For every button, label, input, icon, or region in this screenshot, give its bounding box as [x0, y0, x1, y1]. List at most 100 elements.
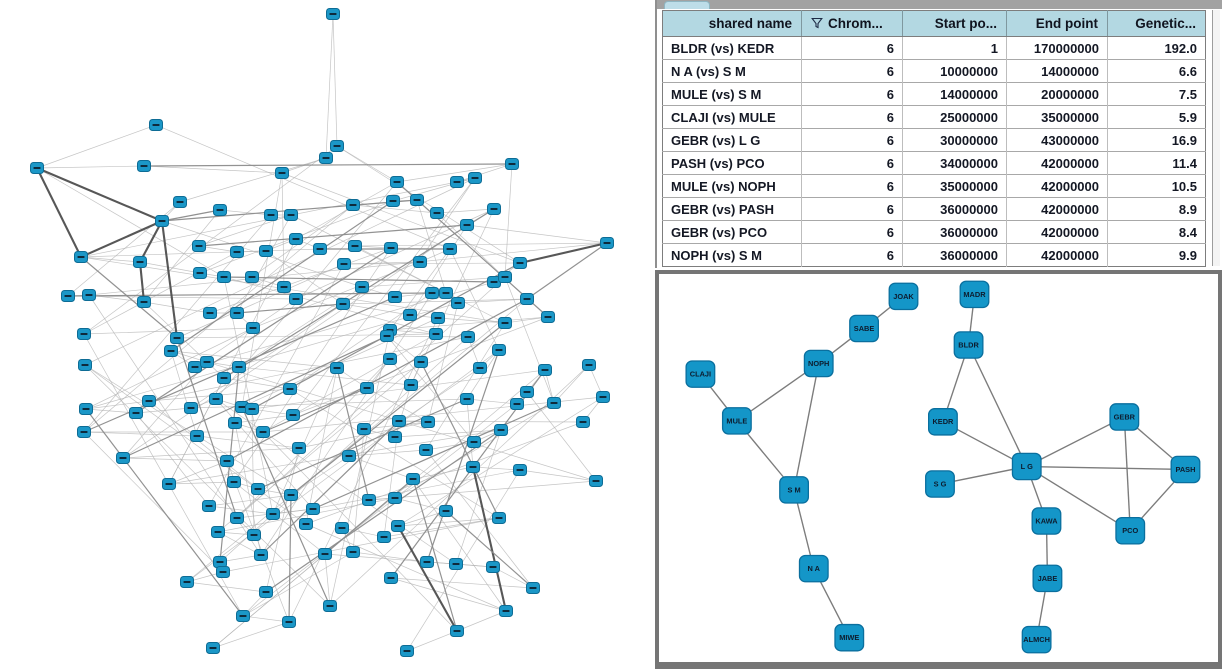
table-cell[interactable]: 30000000 — [902, 128, 1007, 152]
column-header-end-point[interactable]: End point — [1006, 10, 1108, 37]
table-cell[interactable]: 42000000 — [1006, 197, 1108, 221]
network-edge — [122, 447, 300, 459]
network-edge — [437, 317, 506, 324]
filter-funnel-icon[interactable] — [811, 17, 823, 29]
table-cell[interactable]: 6.6 — [1107, 59, 1206, 83]
table-row[interactable]: MULE (vs) S M 6 14000000 20000000 7.5 — [662, 82, 1206, 106]
table-cell[interactable]: 6 — [801, 82, 903, 106]
table-cell[interactable]: 36000000 — [902, 197, 1007, 221]
table-cell[interactable]: 8.9 — [1107, 197, 1206, 221]
network-edge — [257, 398, 468, 490]
table-cell[interactable]: 1 — [902, 36, 1007, 60]
network-node-gebr[interactable]: GEBR — [1109, 403, 1140, 431]
table-cell[interactable]: 20000000 — [1006, 82, 1108, 106]
table-cell[interactable]: 5.9 — [1107, 105, 1206, 129]
network-node-kawa[interactable]: KAWA — [1031, 507, 1062, 535]
table-cell[interactable]: 192.0 — [1107, 36, 1206, 60]
table-cell[interactable]: 6 — [801, 128, 903, 152]
network-edge — [427, 302, 459, 423]
table-row[interactable]: PASH (vs) PCO 6 34000000 42000000 11.4 — [662, 151, 1206, 175]
column-header-chromosome[interactable]: Chrom... — [801, 10, 903, 37]
network-node-s-g[interactable]: S G — [925, 470, 955, 498]
network-node-pco[interactable]: PCO — [1115, 516, 1146, 545]
table-cell[interactable]: 35000000 — [1006, 105, 1108, 129]
network-node-bldr[interactable]: BLDR — [953, 331, 984, 359]
network-edge — [168, 238, 297, 485]
table-cell[interactable]: 6 — [801, 105, 903, 129]
network-edge — [251, 369, 546, 410]
network-node-s-m[interactable]: S M — [779, 476, 810, 504]
panel-tab[interactable] — [664, 1, 710, 9]
table-cell[interactable]: 6 — [801, 36, 903, 60]
table-row[interactable]: MULE (vs) NOPH 6 35000000 42000000 10.5 — [662, 174, 1206, 198]
column-header-start-position[interactable]: Start po... — [902, 10, 1007, 37]
table-cell[interactable]: 42000000 — [1006, 243, 1108, 267]
table-cell[interactable]: 6 — [801, 174, 903, 198]
table-row[interactable]: NOPH (vs) S M 6 36000000 42000000 9.9 — [662, 243, 1206, 267]
node-label-smudge — [219, 571, 227, 573]
table-cell[interactable]: 16.9 — [1107, 128, 1206, 152]
table-cell[interactable]: PASH (vs) PCO — [662, 151, 802, 175]
table-row[interactable]: BLDR (vs) KEDR 6 1 170000000 192.0 — [662, 36, 1206, 60]
table-cell[interactable]: 6 — [801, 220, 903, 244]
table-cell[interactable]: 6 — [801, 197, 903, 221]
network-edge — [143, 209, 221, 303]
table-row[interactable]: N A (vs) S M 6 10000000 14000000 6.6 — [662, 59, 1206, 83]
table-cell[interactable]: 36000000 — [902, 243, 1007, 267]
node-label-smudge — [417, 361, 425, 363]
table-row[interactable]: GEBR (vs) PASH 6 36000000 42000000 8.9 — [662, 197, 1206, 221]
table-cell[interactable]: 14000000 — [902, 82, 1007, 106]
table-cell[interactable]: 25000000 — [902, 105, 1007, 129]
table-cell[interactable]: NOPH (vs) S M — [662, 243, 802, 267]
table-cell[interactable]: 170000000 — [1006, 36, 1108, 60]
network-node-mule[interactable]: MULE — [721, 407, 752, 435]
table-cell[interactable]: 42000000 — [1006, 174, 1108, 198]
table-cell[interactable]: CLAJI (vs) MULE — [662, 105, 802, 129]
table-scrollbar-track[interactable] — [1212, 10, 1220, 266]
table-cell[interactable]: GEBR (vs) L G — [662, 128, 802, 152]
table-cell[interactable]: 6 — [801, 151, 903, 175]
table-cell[interactable]: N A (vs) S M — [662, 59, 802, 83]
table-cell[interactable]: 42000000 — [1006, 220, 1108, 244]
node-label-smudge — [302, 523, 310, 525]
network-node-jabe[interactable]: JABE — [1032, 564, 1063, 593]
network-node-joak[interactable]: JOAK — [888, 282, 919, 311]
network-node-n-a[interactable]: N A — [798, 554, 829, 583]
table-cell[interactable]: MULE (vs) S M — [662, 82, 802, 106]
table-cell[interactable]: 14000000 — [1006, 59, 1108, 83]
table-cell[interactable]: 9.9 — [1107, 243, 1206, 267]
column-header-genetic[interactable]: Genetic... — [1107, 10, 1206, 37]
table-cell[interactable]: GEBR (vs) PCO — [662, 220, 802, 244]
table-cell[interactable]: 7.5 — [1107, 82, 1206, 106]
network-node-madr[interactable]: MADR — [959, 280, 990, 309]
network-edge — [305, 367, 338, 525]
network-edge — [36, 124, 157, 169]
node-label-smudge — [339, 303, 347, 305]
table-cell[interactable]: GEBR (vs) PASH — [662, 197, 802, 221]
network-node-kedr[interactable]: KEDR — [928, 408, 958, 436]
table-cell[interactable]: 8.4 — [1107, 220, 1206, 244]
column-header-shared-name[interactable]: shared name — [662, 10, 802, 37]
table-cell[interactable]: 34000000 — [902, 151, 1007, 175]
table-cell[interactable]: 35000000 — [902, 174, 1007, 198]
network-node-l-g[interactable]: L G — [1011, 452, 1042, 481]
table-cell[interactable]: 42000000 — [1006, 151, 1108, 175]
network-node-miwe[interactable]: MIWE — [834, 623, 865, 652]
table-cell[interactable]: 6 — [801, 59, 903, 83]
table-cell[interactable]: 10.5 — [1107, 174, 1206, 198]
table-row[interactable]: CLAJI (vs) MULE 6 25000000 35000000 5.9 — [662, 105, 1206, 129]
table-cell[interactable]: 10000000 — [902, 59, 1007, 83]
table-cell[interactable]: 6 — [801, 243, 903, 267]
table-cell[interactable]: BLDR (vs) KEDR — [662, 36, 802, 60]
network-node-almch[interactable]: ALMCH — [1021, 625, 1052, 654]
network-node-claji[interactable]: CLAJI — [685, 360, 716, 388]
table-cell[interactable]: 43000000 — [1006, 128, 1108, 152]
table-cell[interactable]: MULE (vs) NOPH — [662, 174, 802, 198]
network-node-pash[interactable]: PASH — [1170, 455, 1201, 484]
network-node-sabe[interactable]: SABE — [849, 314, 880, 343]
table-row[interactable]: GEBR (vs) PCO 6 36000000 42000000 8.4 — [662, 220, 1206, 244]
table-row[interactable]: GEBR (vs) L G 6 30000000 43000000 16.9 — [662, 128, 1206, 152]
table-cell[interactable]: 11.4 — [1107, 151, 1206, 175]
network-node-noph[interactable]: NOPH — [803, 349, 834, 378]
table-cell[interactable]: 36000000 — [902, 220, 1007, 244]
